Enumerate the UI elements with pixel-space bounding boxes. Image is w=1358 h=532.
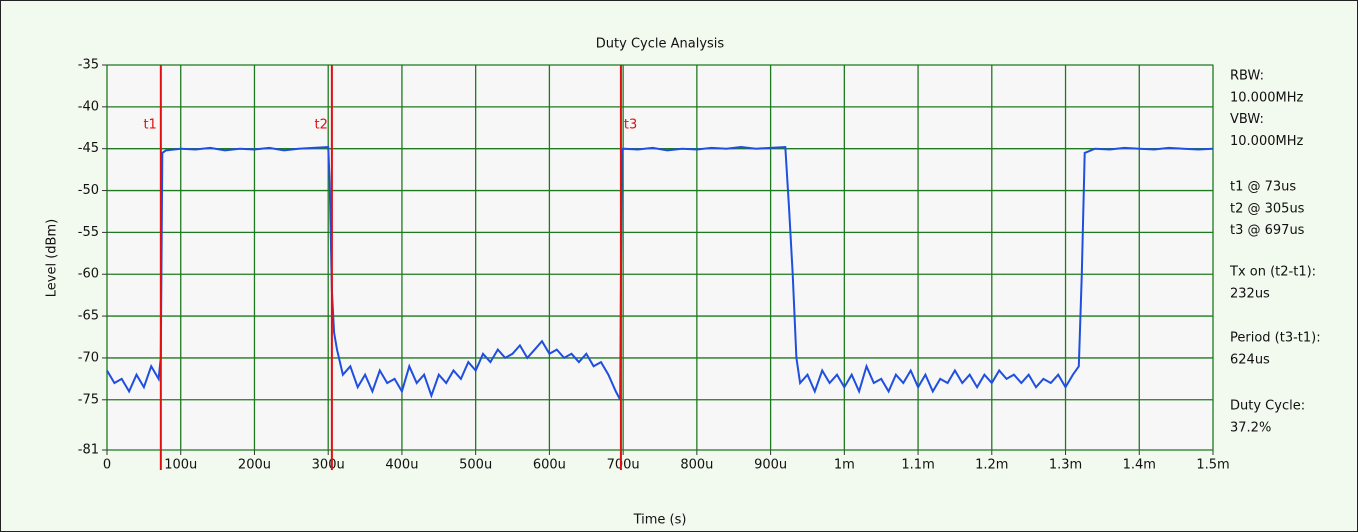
x-tick-label: 100u: [164, 458, 197, 473]
x-tick-label: 500u: [459, 458, 492, 473]
cursor-label: t3: [624, 118, 637, 133]
x-tick-label: 1.1m: [901, 458, 934, 473]
x-tick-label: 1.5m: [1196, 458, 1229, 473]
side-panel-text: t3 @ 697us: [1230, 223, 1305, 238]
x-tick-label: 1.2m: [975, 458, 1008, 473]
y-tick-label: -50: [78, 183, 99, 198]
y-tick-label: -35: [78, 58, 99, 73]
x-tick-label: 300u: [312, 458, 345, 473]
y-tick-label: -45: [78, 141, 99, 156]
x-tick-label: 600u: [533, 458, 566, 473]
x-tick-label: 1.3m: [1049, 458, 1082, 473]
side-panel-text: 624us: [1230, 352, 1270, 367]
cursor-label: t1: [143, 118, 156, 133]
plot-area: [106, 64, 1214, 451]
y-tick-label: -55: [78, 225, 99, 240]
side-panel-text: 232us: [1230, 286, 1270, 301]
side-panel-text: Tx on (t2-t1):: [1229, 265, 1316, 280]
side-panel-text: t2 @ 305us: [1230, 201, 1305, 216]
side-panel-text: 10.000MHz: [1230, 90, 1303, 105]
x-tick-label: 800u: [680, 458, 713, 473]
x-tick-label: 0: [103, 458, 111, 473]
x-tick-label: 200u: [238, 458, 271, 473]
y-tick-label: -75: [78, 392, 99, 407]
x-tick-label: 900u: [754, 458, 787, 473]
x-tick-label: 1m: [834, 458, 855, 473]
y-tick-label: -65: [78, 309, 99, 324]
side-panel-text: Period (t3-t1):: [1230, 331, 1321, 346]
side-panel-text: t1 @ 73us: [1230, 180, 1296, 195]
x-tick-label: 400u: [385, 458, 418, 473]
x-tick-label: 700u: [607, 458, 640, 473]
side-panel-text: RBW:: [1230, 69, 1264, 84]
y-tick-label: -81: [78, 443, 99, 458]
side-panel-text: Duty Cycle:: [1230, 399, 1305, 414]
cursor-label: t2: [315, 118, 328, 133]
side-panel-text: 37.2%: [1230, 420, 1271, 435]
y-tick-label: -70: [78, 350, 99, 365]
side-panel-text: 10.000MHz: [1230, 134, 1303, 149]
x-axis-title: Time (s): [633, 513, 687, 528]
y-tick-label: -60: [78, 267, 99, 282]
y-tick-label: -40: [78, 99, 99, 114]
y-axis-title: Level (dBm): [45, 219, 60, 297]
chart-title: Duty Cycle Analysis: [596, 37, 725, 52]
x-tick-label: 1.4m: [1123, 458, 1156, 473]
side-panel-text: VBW:: [1230, 112, 1264, 127]
